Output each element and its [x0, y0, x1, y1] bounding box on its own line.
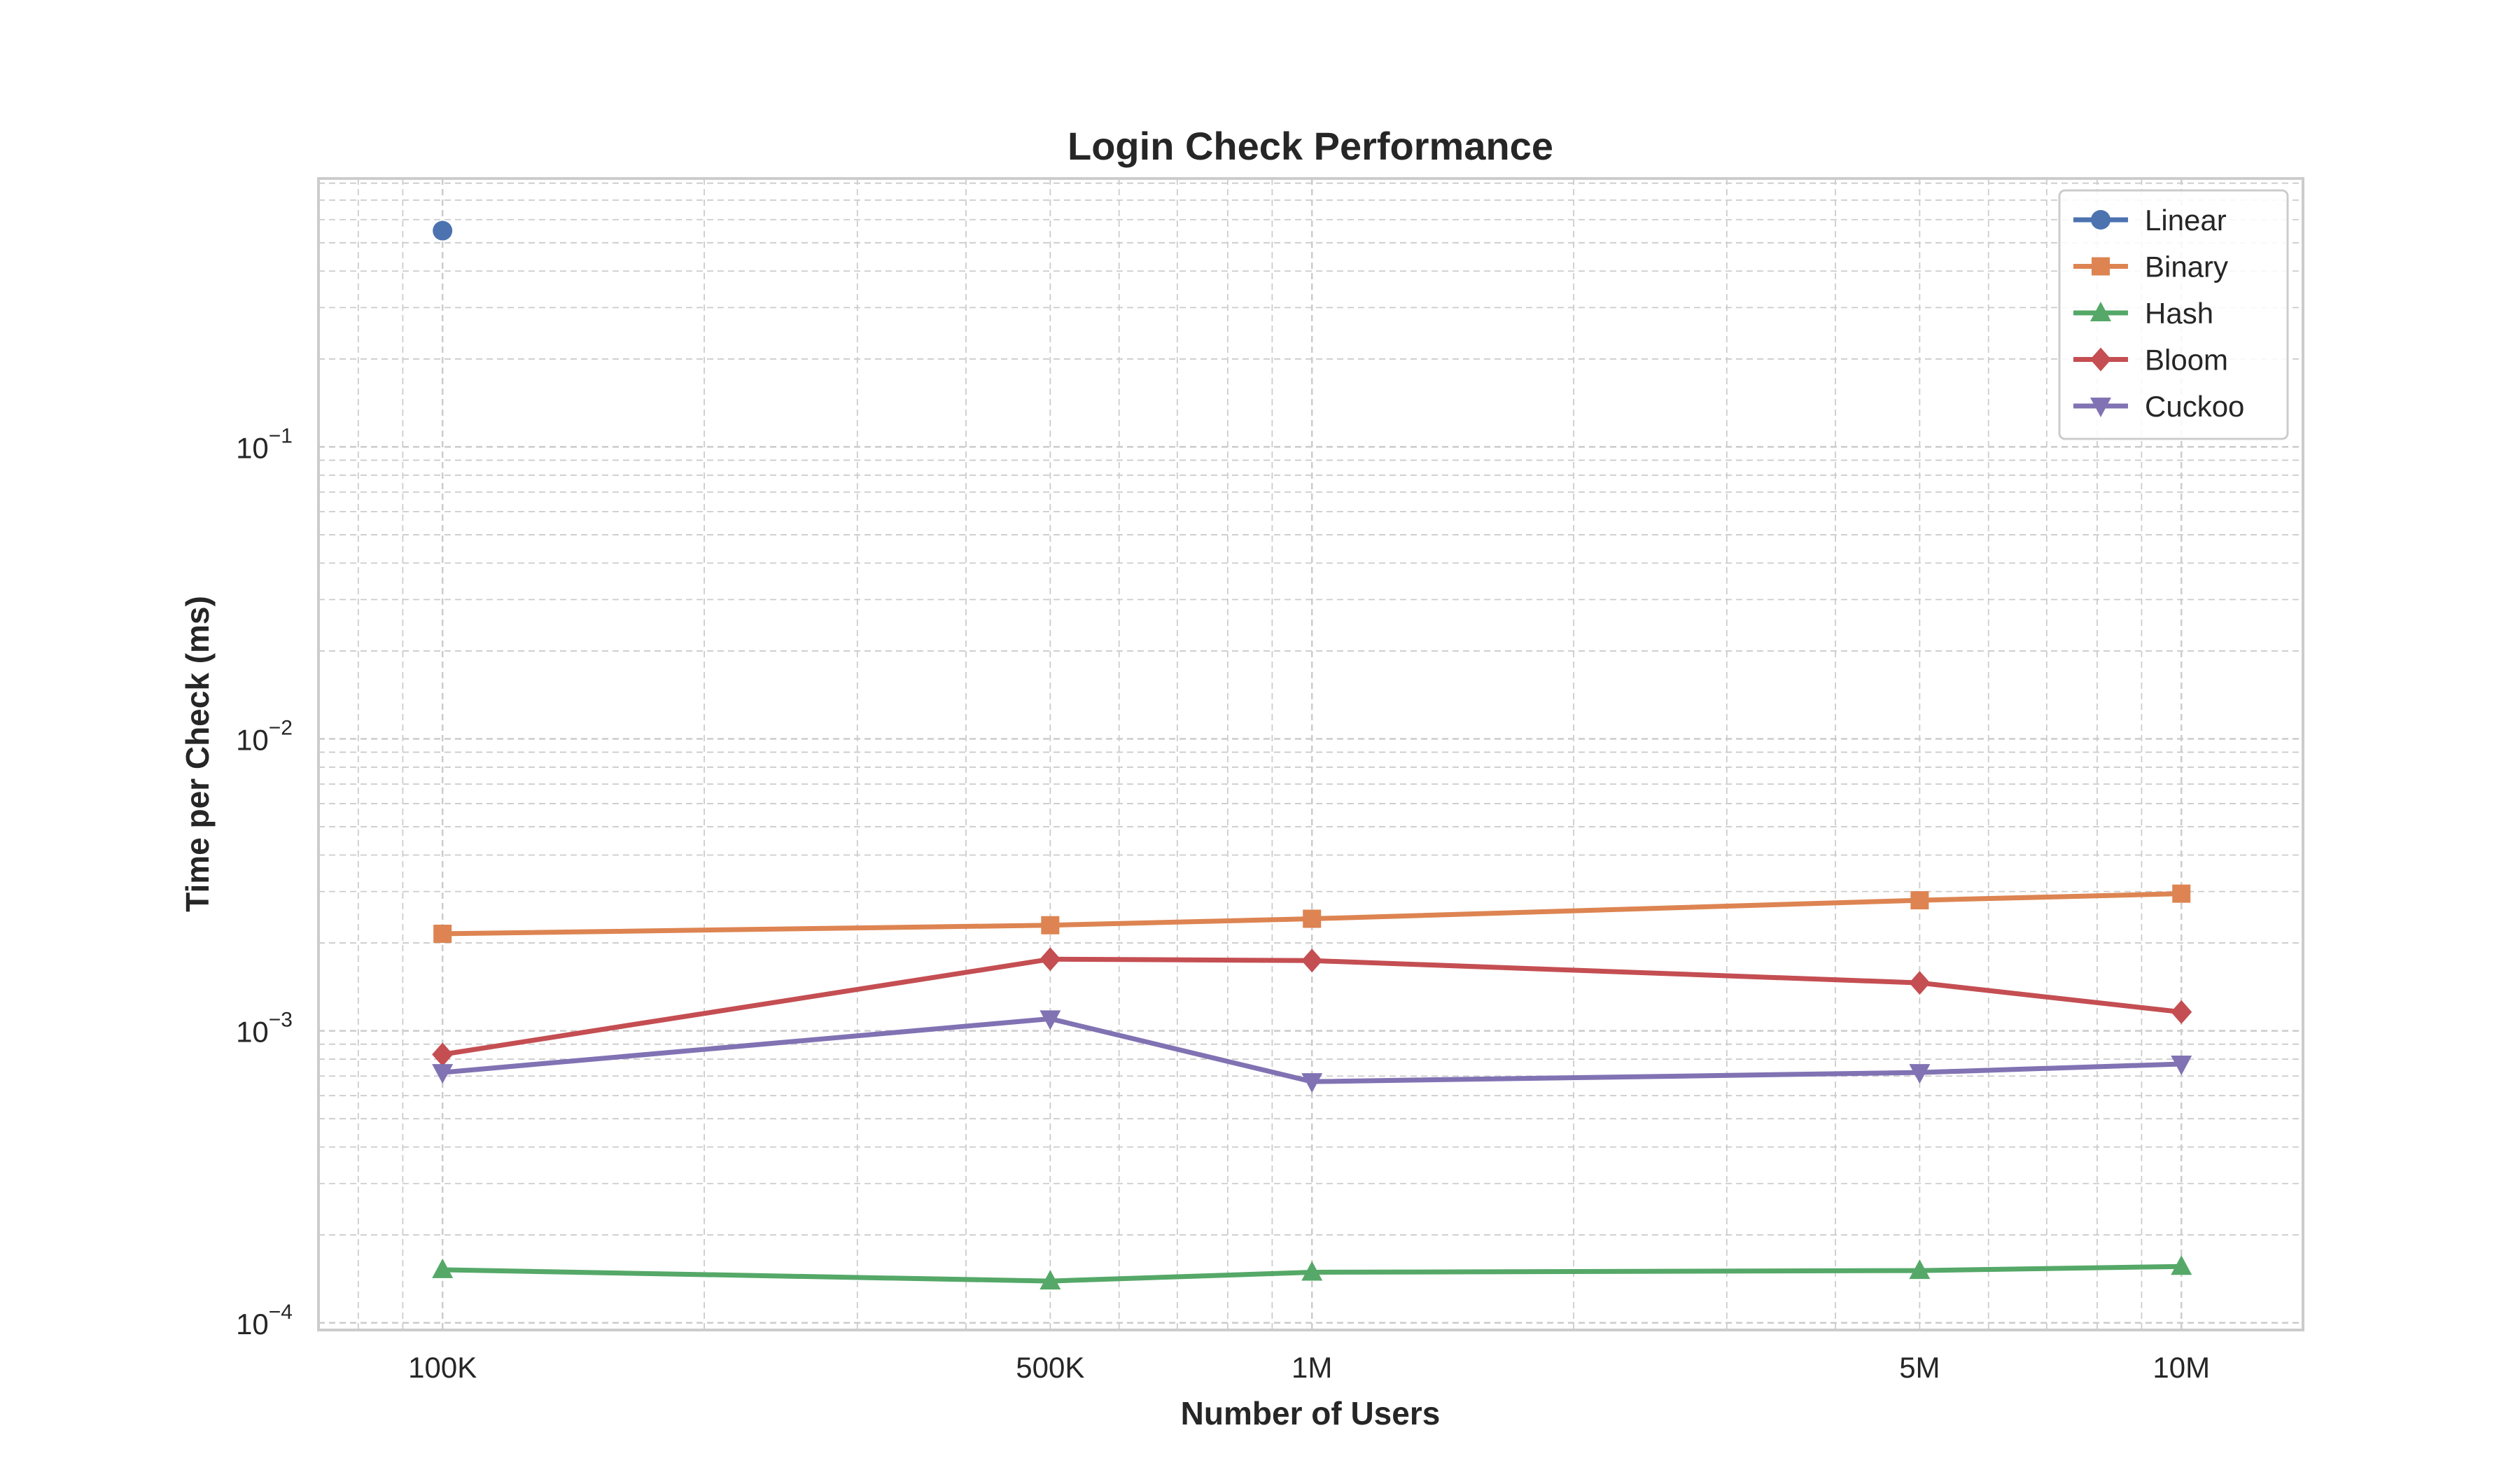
series-bloom	[432, 947, 2192, 1067]
data-point-hash	[2171, 1255, 2192, 1275]
x-tick-label: 10M	[2152, 1351, 2210, 1384]
y-axis-label: Time per Check (ms)	[179, 596, 216, 912]
data-point-hash	[432, 1258, 454, 1278]
legend-item-binary: Binary	[2073, 251, 2228, 284]
plot-frame	[317, 177, 2304, 1331]
data-point-binary	[1041, 916, 1060, 934]
data-point-bloom	[432, 1042, 454, 1067]
legend-label: Hash	[2145, 297, 2213, 330]
data-point-binary	[1910, 891, 1929, 910]
series-layer	[432, 220, 2192, 1290]
tick-labels: 100K 500K 1M 5M 10M 10−1 10−2 10−3 10−4	[236, 424, 2210, 1384]
y-tick-label: 10−1	[236, 424, 293, 464]
legend-item-cuckoo: Cuckoo	[2073, 390, 2244, 423]
legend-label: Cuckoo	[2145, 390, 2244, 423]
data-point-hash	[1040, 1270, 1061, 1290]
data-point-cuckoo	[2171, 1055, 2192, 1075]
chart-title: Login Check Performance	[1068, 124, 1553, 168]
data-point-bloom	[1301, 948, 1323, 973]
y-tick-label: 10−4	[236, 1301, 293, 1340]
y-tick-label: 10−3	[236, 1009, 293, 1049]
data-point-cuckoo	[432, 1064, 454, 1084]
legend-label: Binary	[2145, 251, 2228, 284]
grid	[318, 178, 2303, 1330]
data-point-bloom	[2171, 1000, 2192, 1024]
legend-marker	[2092, 257, 2110, 276]
legend-marker	[2090, 347, 2111, 372]
data-point-hash	[1301, 1261, 1323, 1281]
legend: Linear Binary Hash Bloom Cuckoo	[2058, 189, 2289, 440]
data-point-bloom	[1040, 947, 1061, 972]
legend-item-linear: Linear	[2073, 204, 2227, 237]
data-point-cuckoo	[1301, 1073, 1323, 1093]
data-point-hash	[1909, 1259, 1931, 1280]
data-point-cuckoo	[1040, 1010, 1061, 1030]
legend-marker	[2090, 302, 2111, 321]
legend-marker	[2090, 398, 2111, 417]
legend-marker	[2091, 210, 2110, 230]
data-point-cuckoo	[1909, 1064, 1931, 1084]
series-binary	[433, 884, 2191, 943]
series-hash	[432, 1255, 2192, 1290]
x-tick-label: 500K	[1016, 1351, 1084, 1384]
legend-frame	[2058, 189, 2289, 440]
x-tick-label: 5M	[1899, 1351, 1940, 1384]
series-linear	[433, 220, 453, 241]
data-point-binary	[2172, 884, 2191, 903]
data-point-binary	[1303, 909, 1322, 928]
legend-label: Linear	[2145, 204, 2227, 237]
legend-label: Bloom	[2145, 344, 2228, 377]
legend-item-hash: Hash	[2073, 297, 2213, 330]
legend-item-bloom: Bloom	[2073, 344, 2228, 377]
y-tick-label: 10−2	[236, 716, 293, 756]
data-point-linear	[433, 220, 453, 241]
data-point-binary	[433, 924, 452, 943]
x-tick-label: 1M	[1292, 1351, 1332, 1384]
data-point-bloom	[1909, 971, 1931, 995]
x-tick-label: 100K	[408, 1351, 477, 1384]
series-cuckoo	[432, 1010, 2192, 1093]
x-axis-label: Number of Users	[1181, 1395, 1441, 1432]
